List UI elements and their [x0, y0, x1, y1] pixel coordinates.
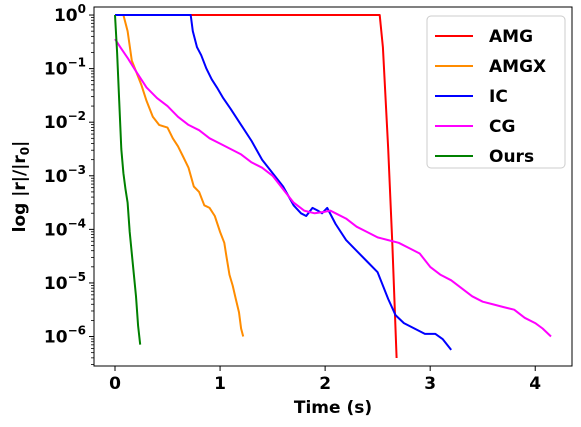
- series-lines: [114, 14, 552, 359]
- legend-label: CG: [489, 117, 515, 137]
- y-tick-label: 10−1: [44, 56, 86, 80]
- series-line-amgx: [115, 14, 245, 337]
- x-tick-label: 3: [424, 374, 436, 394]
- y-axis-title-close: |: [10, 141, 30, 147]
- series-line-cg: [114, 38, 552, 338]
- y-axis: 100 10−1 10−2 10−3 10−4 10−5 10−6: [44, 2, 94, 365]
- x-axis-title: Time (s): [294, 398, 372, 418]
- x-tick-label: 2: [319, 374, 331, 394]
- series-line-ic: [115, 14, 452, 351]
- x-tick-label: 0: [109, 374, 121, 394]
- legend-label: AMGX: [489, 57, 546, 77]
- x-tick-label: 1: [214, 374, 226, 394]
- y-axis-title: log |r|/|r0|: [10, 141, 32, 233]
- series-line-ours: [114, 14, 142, 345]
- y-tick-label: 10−6: [44, 324, 86, 348]
- legend-label: IC: [489, 87, 508, 107]
- legend-label: AMG: [489, 27, 533, 47]
- y-tick-label: 10−4: [44, 216, 86, 240]
- legend-box: [426, 15, 566, 169]
- legend: AMG AMGX IC CG Ours: [426, 15, 566, 169]
- y-tick-label: 100: [54, 2, 86, 26]
- x-axis: 0 1 2 3 4: [109, 366, 541, 394]
- plot-area-frame: [93, 6, 573, 367]
- x-tick-label: 4: [529, 374, 541, 394]
- legend-label: Ours: [489, 147, 534, 167]
- y-tick-label: 10−2: [44, 109, 86, 133]
- y-axis-title-subscript: 0: [18, 147, 32, 155]
- y-tick-label: 10−5: [44, 270, 86, 294]
- y-tick-label: 10−3: [44, 163, 86, 187]
- series-line-amg: [115, 14, 398, 359]
